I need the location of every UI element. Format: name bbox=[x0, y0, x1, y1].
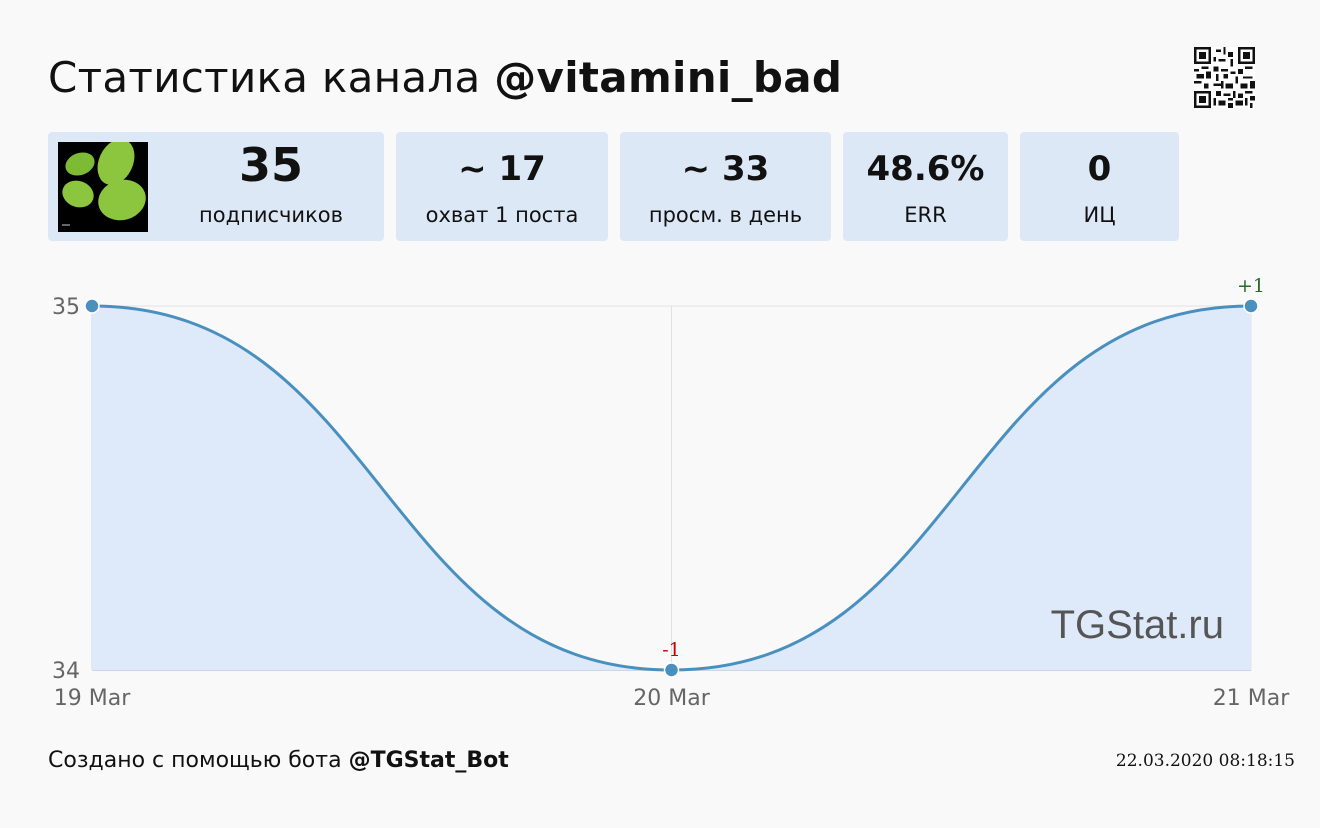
stat-card-subscribers: 35 подписчиков bbox=[48, 132, 384, 241]
stat-value: 48.6% bbox=[866, 149, 985, 189]
stat-card-daily-views: ~ 33 просм. в день bbox=[620, 132, 831, 241]
x-tick-label: 21 Mar bbox=[1213, 686, 1290, 711]
watermark: TGStat.ru bbox=[1051, 603, 1224, 647]
title-prefix: Статистика канала bbox=[48, 53, 481, 102]
data-point bbox=[84, 298, 100, 314]
stat-card-citation-index: 0 ИЦ bbox=[1020, 132, 1179, 241]
stat-value: ~ 17 bbox=[458, 149, 546, 189]
y-tick-label: 34 bbox=[52, 659, 80, 684]
footer-prefix: Создано с помощью бота bbox=[48, 748, 342, 773]
x-tick-label: 20 Mar bbox=[633, 686, 710, 711]
y-tick-label: 35 bbox=[52, 295, 80, 320]
stat-label: ERR bbox=[904, 203, 947, 227]
x-tick-label: 19 Mar bbox=[54, 686, 131, 711]
timestamp: 22.03.2020 08:18:15 bbox=[1115, 751, 1295, 771]
stat-label: просм. в день bbox=[648, 203, 803, 227]
stat-label: подписчиков bbox=[199, 203, 343, 227]
stat-value: 0 bbox=[1087, 149, 1112, 189]
delta-label: +1 bbox=[1237, 275, 1265, 297]
data-point bbox=[1243, 298, 1259, 314]
avatar bbox=[58, 142, 148, 232]
bot-link[interactable]: @TGStat_Bot bbox=[348, 748, 509, 773]
chart-area bbox=[92, 306, 1251, 670]
delta-label: -1 bbox=[662, 639, 681, 661]
stat-label: ИЦ bbox=[1083, 203, 1116, 227]
stat-value: 35 bbox=[238, 138, 303, 192]
stat-card-reach: ~ 17 охват 1 поста bbox=[396, 132, 608, 241]
page-title: Статистика канала @vitamini_bad bbox=[48, 50, 842, 106]
stat-card-err: 48.6% ERR bbox=[843, 132, 1008, 241]
footer-credit: Создано с помощью бота @TGStat_Bot bbox=[48, 746, 509, 776]
stat-value: ~ 33 bbox=[681, 149, 770, 189]
data-point bbox=[663, 662, 680, 678]
stat-label: охват 1 поста bbox=[425, 203, 579, 227]
channel-handle: @vitamini_bad bbox=[494, 53, 843, 102]
qr-code-icon bbox=[1194, 47, 1255, 108]
